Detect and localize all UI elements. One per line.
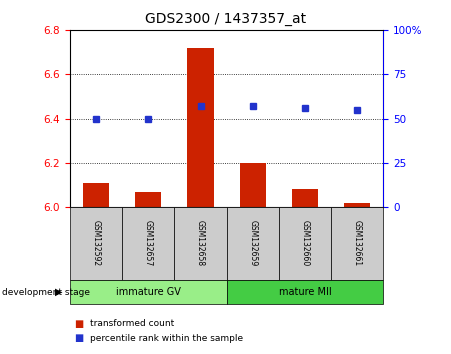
Text: GSM132659: GSM132659: [248, 220, 257, 267]
Text: development stage: development stage: [2, 287, 90, 297]
Bar: [135, 192, 161, 207]
Text: GSM132658: GSM132658: [196, 220, 205, 267]
Text: mature MII: mature MII: [279, 287, 331, 297]
Bar: [344, 202, 370, 207]
Text: GSM132660: GSM132660: [300, 220, 309, 267]
Text: percentile rank within the sample: percentile rank within the sample: [90, 333, 244, 343]
Text: GDS2300 / 1437357_at: GDS2300 / 1437357_at: [145, 12, 306, 27]
Text: GSM132657: GSM132657: [144, 220, 153, 267]
Bar: [188, 48, 214, 207]
Bar: [239, 163, 266, 207]
Bar: [292, 189, 318, 207]
Text: immature GV: immature GV: [116, 287, 181, 297]
Text: ▶: ▶: [55, 287, 62, 297]
Text: GSM132661: GSM132661: [353, 220, 362, 267]
Text: transformed count: transformed count: [90, 319, 175, 329]
Text: ■: ■: [74, 333, 84, 343]
Text: GSM132592: GSM132592: [92, 220, 101, 267]
Text: ■: ■: [74, 319, 84, 329]
Bar: [83, 183, 109, 207]
